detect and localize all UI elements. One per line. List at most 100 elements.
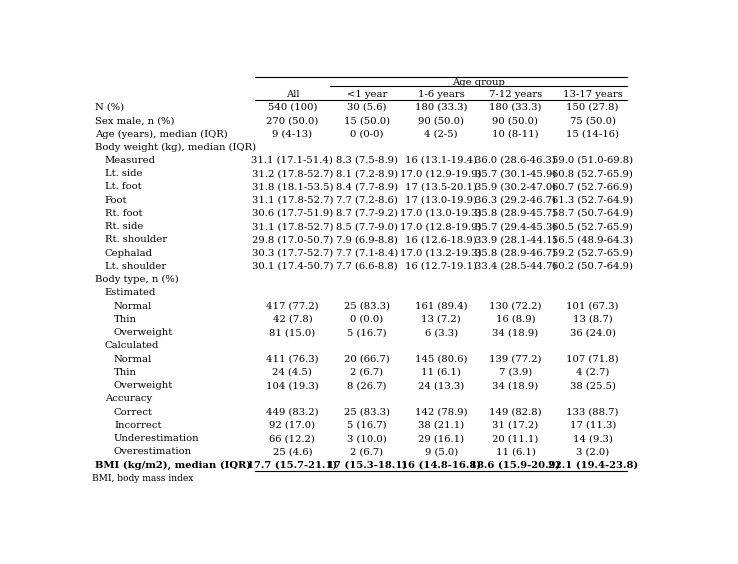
Text: 59.0 (51.0-69.8): 59.0 (51.0-69.8) <box>552 156 633 165</box>
Text: 139 (77.2): 139 (77.2) <box>489 355 542 364</box>
Text: 31.1 (17.8-52.7): 31.1 (17.8-52.7) <box>252 196 333 205</box>
Text: N (%): N (%) <box>95 103 124 112</box>
Text: 142 (78.9): 142 (78.9) <box>415 408 467 417</box>
Text: 145 (80.6): 145 (80.6) <box>415 355 467 364</box>
Text: Overestimation: Overestimation <box>114 447 192 456</box>
Text: 10 (8-11): 10 (8-11) <box>492 130 539 139</box>
Text: Incorrect: Incorrect <box>114 421 162 430</box>
Text: Correct: Correct <box>114 408 153 417</box>
Text: 540 (100): 540 (100) <box>268 103 317 112</box>
Text: 30.1 (17.4-50.7): 30.1 (17.4-50.7) <box>252 262 333 271</box>
Text: 18.6 (15.9-20.9): 18.6 (15.9-20.9) <box>470 461 561 469</box>
Text: 17 (11.3): 17 (11.3) <box>570 421 616 430</box>
Text: 180 (33.3): 180 (33.3) <box>415 103 467 112</box>
Text: Thin: Thin <box>114 368 137 377</box>
Text: 25 (83.3): 25 (83.3) <box>344 408 390 417</box>
Text: 17 (13.5-20.1): 17 (13.5-20.1) <box>405 182 477 191</box>
Text: 417 (77.2): 417 (77.2) <box>266 302 319 311</box>
Text: 16 (12.7-19.1): 16 (12.7-19.1) <box>405 262 477 271</box>
Text: 8.1 (7.2-8.9): 8.1 (7.2-8.9) <box>336 169 398 178</box>
Text: 449 (83.2): 449 (83.2) <box>266 408 319 417</box>
Text: 7.9 (6.9-8.8): 7.9 (6.9-8.8) <box>336 235 398 244</box>
Text: 60.8 (52.7-65.9): 60.8 (52.7-65.9) <box>552 169 633 178</box>
Text: 5 (16.7): 5 (16.7) <box>347 328 387 337</box>
Text: 31.8 (18.1-53.5): 31.8 (18.1-53.5) <box>252 182 333 191</box>
Text: 61.3 (52.7-64.9): 61.3 (52.7-64.9) <box>552 196 633 205</box>
Text: Normal: Normal <box>114 302 152 311</box>
Text: Underestimation: Underestimation <box>114 434 199 443</box>
Text: 35.8 (28.9-45.7): 35.8 (28.9-45.7) <box>475 209 556 218</box>
Text: 29 (16.1): 29 (16.1) <box>418 434 464 443</box>
Text: 13 (8.7): 13 (8.7) <box>573 315 613 324</box>
Text: 5 (16.7): 5 (16.7) <box>347 421 387 430</box>
Text: Normal: Normal <box>114 355 152 364</box>
Text: 2 (6.7): 2 (6.7) <box>351 368 383 377</box>
Text: Foot: Foot <box>105 196 128 205</box>
Text: 161 (89.4): 161 (89.4) <box>415 302 467 311</box>
Text: 35.7 (30.1-45.9): 35.7 (30.1-45.9) <box>475 169 556 178</box>
Text: 0 (0.0): 0 (0.0) <box>350 315 384 324</box>
Text: Calculated: Calculated <box>105 341 159 350</box>
Text: 16 (12.6-18.9): 16 (12.6-18.9) <box>405 235 477 244</box>
Text: 17.7 (15.7-21.1): 17.7 (15.7-21.1) <box>247 461 337 469</box>
Text: 4 (2.7): 4 (2.7) <box>576 368 610 377</box>
Text: Rt. foot: Rt. foot <box>105 209 142 218</box>
Text: 180 (33.3): 180 (33.3) <box>489 103 542 112</box>
Text: 8 (26.7): 8 (26.7) <box>347 381 387 390</box>
Text: 25 (83.3): 25 (83.3) <box>344 302 390 311</box>
Text: 20 (11.1): 20 (11.1) <box>492 434 539 443</box>
Text: 16 (14.8-16.8): 16 (14.8-16.8) <box>401 461 481 469</box>
Text: 107 (71.8): 107 (71.8) <box>566 355 619 364</box>
Text: Rt. shoulder: Rt. shoulder <box>105 235 167 244</box>
Text: 149 (82.8): 149 (82.8) <box>489 408 542 417</box>
Text: 16 (8.9): 16 (8.9) <box>496 315 535 324</box>
Text: 31 (17.2): 31 (17.2) <box>492 421 539 430</box>
Text: 66 (12.2): 66 (12.2) <box>269 434 315 443</box>
Text: 22.1 (19.4-23.8): 22.1 (19.4-23.8) <box>548 461 638 469</box>
Text: 42 (7.8): 42 (7.8) <box>272 315 312 324</box>
Text: Overweight: Overweight <box>114 381 173 390</box>
Text: 34 (18.9): 34 (18.9) <box>492 328 539 337</box>
Text: 36.0 (28.6-46.3): 36.0 (28.6-46.3) <box>475 156 556 165</box>
Text: 8.4 (7.7-8.9): 8.4 (7.7-8.9) <box>336 182 398 191</box>
Text: 30 (5.6): 30 (5.6) <box>347 103 387 112</box>
Text: 30.3 (17.7-52.7): 30.3 (17.7-52.7) <box>252 249 333 258</box>
Text: BMI (kg/m2), median (IQR): BMI (kg/m2), median (IQR) <box>95 460 251 470</box>
Text: Lt. shoulder: Lt. shoulder <box>105 262 166 271</box>
Text: 31.1 (17.1-51.4): 31.1 (17.1-51.4) <box>252 156 334 165</box>
Text: 14 (9.3): 14 (9.3) <box>573 434 613 443</box>
Text: 9 (4-13): 9 (4-13) <box>272 130 312 139</box>
Text: Lt. side: Lt. side <box>105 169 142 178</box>
Text: 38 (21.1): 38 (21.1) <box>418 421 464 430</box>
Text: 31.1 (17.8-52.7): 31.1 (17.8-52.7) <box>252 222 333 231</box>
Text: 11 (6.1): 11 (6.1) <box>421 368 461 377</box>
Text: 3 (10.0): 3 (10.0) <box>347 434 387 443</box>
Text: 13 (7.2): 13 (7.2) <box>421 315 461 324</box>
Text: 17.0 (12.9-19.9): 17.0 (12.9-19.9) <box>401 169 482 178</box>
Text: 24 (13.3): 24 (13.3) <box>418 381 464 390</box>
Text: 130 (72.2): 130 (72.2) <box>489 302 542 311</box>
Text: Sex male, n (%): Sex male, n (%) <box>95 116 175 125</box>
Text: 17.0 (13.2-19.3): 17.0 (13.2-19.3) <box>401 249 482 258</box>
Text: 34 (18.9): 34 (18.9) <box>492 381 539 390</box>
Text: 8.5 (7.7-9.0): 8.5 (7.7-9.0) <box>336 222 398 231</box>
Text: 17.0 (13.0-19.3): 17.0 (13.0-19.3) <box>401 209 482 218</box>
Text: 104 (19.3): 104 (19.3) <box>266 381 319 390</box>
Text: 4 (2-5): 4 (2-5) <box>424 130 458 139</box>
Text: 24 (4.5): 24 (4.5) <box>272 368 312 377</box>
Text: Body type, n (%): Body type, n (%) <box>95 275 179 284</box>
Text: 8.3 (7.5-8.9): 8.3 (7.5-8.9) <box>336 156 398 165</box>
Text: 33.9 (28.1-44.1): 33.9 (28.1-44.1) <box>475 235 556 244</box>
Text: All: All <box>286 90 299 99</box>
Text: 15 (14-16): 15 (14-16) <box>566 130 619 139</box>
Text: 20 (66.7): 20 (66.7) <box>344 355 390 364</box>
Text: 1-6 years: 1-6 years <box>418 90 464 99</box>
Text: 36.3 (29.2-46.7): 36.3 (29.2-46.7) <box>475 196 556 205</box>
Text: 81 (15.0): 81 (15.0) <box>269 328 316 337</box>
Text: 13-17 years: 13-17 years <box>563 90 623 99</box>
Text: 0 (0-0): 0 (0-0) <box>350 130 384 139</box>
Text: 92 (17.0): 92 (17.0) <box>269 421 316 430</box>
Text: 16 (13.1-19.4): 16 (13.1-19.4) <box>405 156 477 165</box>
Text: Age (years), median (IQR): Age (years), median (IQR) <box>95 129 228 139</box>
Text: 31.2 (17.8-52.7): 31.2 (17.8-52.7) <box>252 169 333 178</box>
